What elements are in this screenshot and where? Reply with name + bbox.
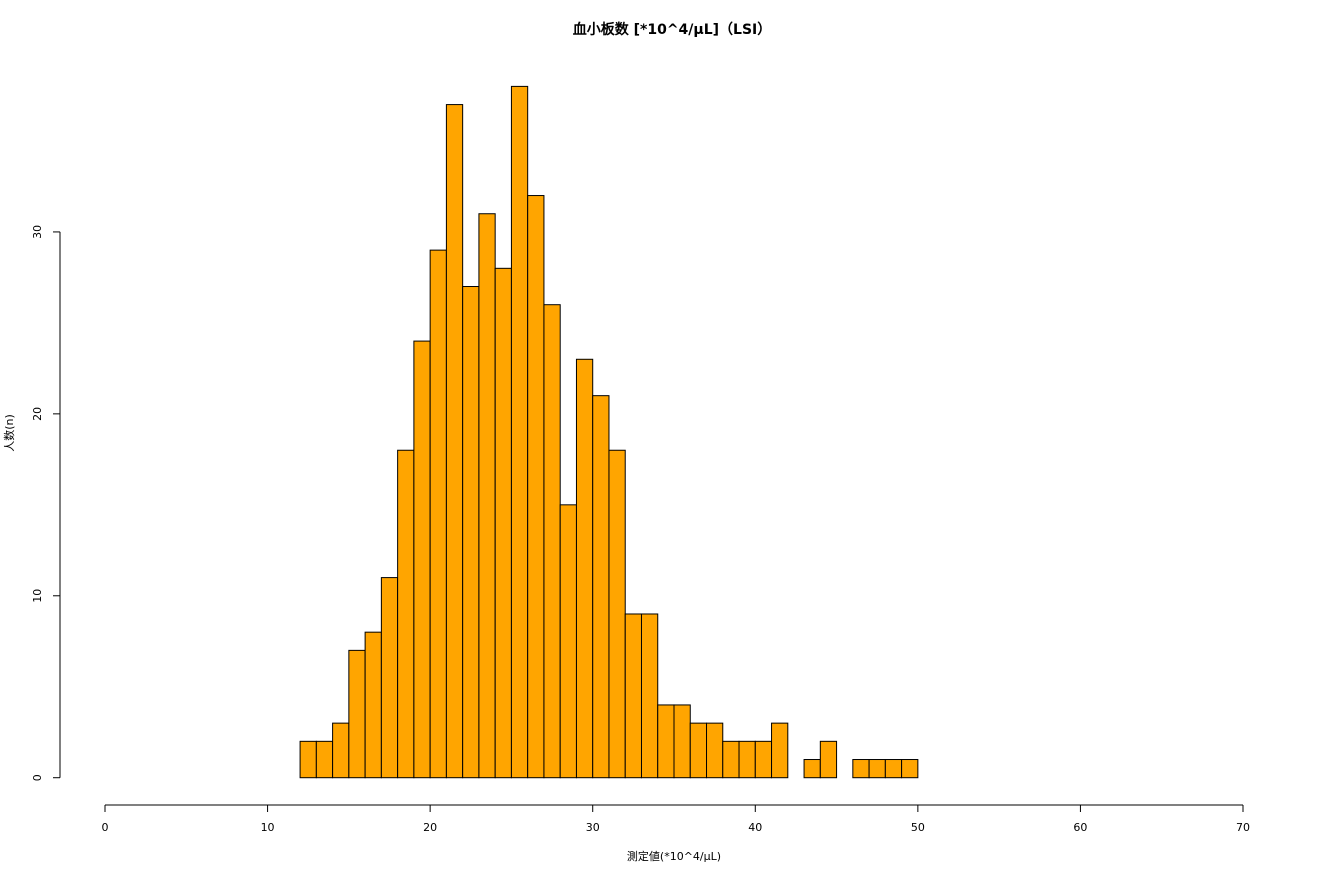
bar	[462, 286, 480, 779]
bar	[706, 722, 724, 779]
bar	[803, 759, 821, 779]
y-axis-label: 人数(n)	[3, 414, 16, 452]
x-tick-label: 20	[423, 821, 437, 834]
bar	[754, 740, 773, 779]
bar	[901, 759, 919, 779]
bar	[429, 249, 447, 779]
y-tick-label: 0	[31, 774, 44, 781]
bar	[689, 722, 708, 779]
bar	[868, 759, 886, 779]
bar	[771, 722, 789, 779]
bar	[592, 395, 610, 779]
y-tick-label: 20	[31, 407, 44, 421]
bar	[510, 85, 529, 779]
bar	[364, 631, 382, 779]
bar	[559, 504, 577, 779]
bar	[819, 740, 838, 779]
bar	[397, 449, 415, 779]
bar	[348, 649, 366, 779]
x-tick-label: 50	[911, 821, 925, 834]
x-tick-label: 70	[1236, 821, 1250, 834]
bar	[624, 613, 642, 779]
bar	[494, 267, 512, 779]
bar	[299, 740, 317, 779]
bar	[673, 704, 691, 779]
bar	[413, 340, 431, 779]
bar	[657, 704, 675, 779]
x-tick-label: 0	[102, 821, 109, 834]
x-tick-label: 60	[1073, 821, 1087, 834]
y-tick-label: 10	[31, 589, 44, 603]
bar	[315, 740, 334, 779]
bar	[332, 722, 350, 779]
bar	[640, 613, 659, 779]
y-tick-label: 30	[31, 225, 44, 239]
bar	[852, 759, 870, 779]
x-tick-label: 10	[261, 821, 275, 834]
bar	[608, 449, 626, 779]
x-axis-label: 測定値(*10^4/μL)	[627, 849, 721, 863]
bar	[722, 740, 740, 779]
bar	[445, 104, 464, 779]
bar	[738, 740, 756, 779]
bar	[884, 759, 903, 779]
bar	[575, 358, 594, 779]
x-tick-label: 40	[748, 821, 762, 834]
chart-title: 血小板数 [*10^4/μL]（LSI）	[573, 21, 772, 38]
bar	[527, 195, 545, 779]
x-tick-label: 30	[586, 821, 600, 834]
bar	[543, 304, 561, 779]
bar	[380, 577, 399, 779]
bar	[478, 213, 496, 779]
